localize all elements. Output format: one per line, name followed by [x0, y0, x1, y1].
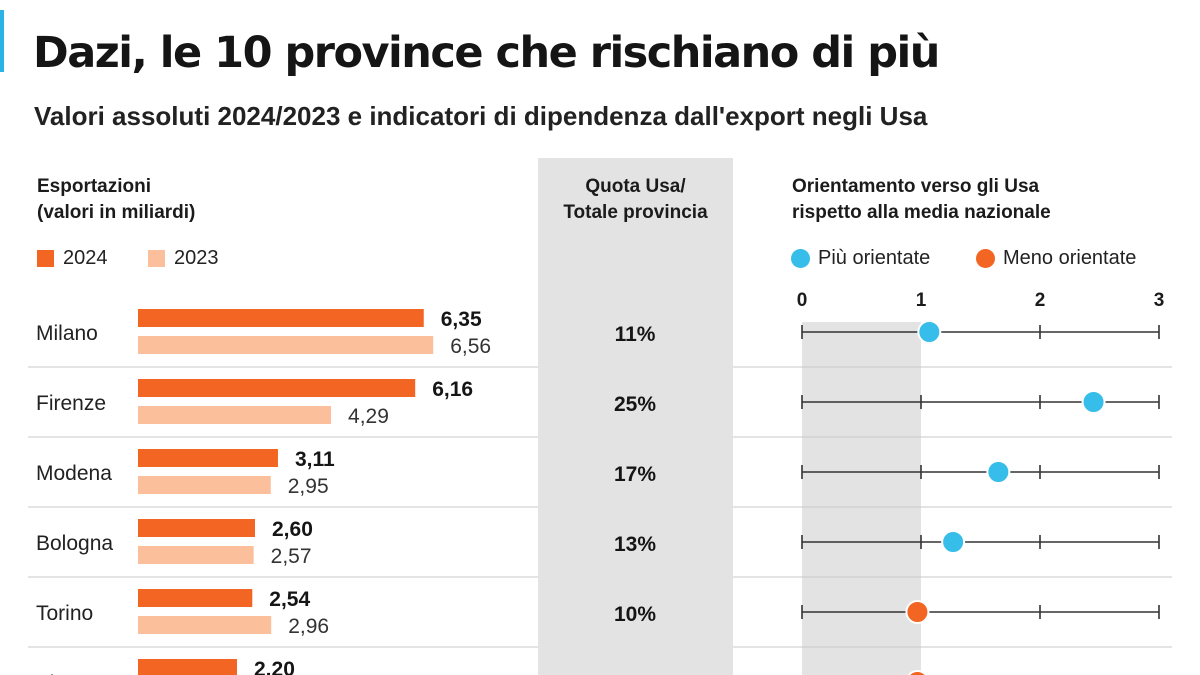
value-label-2024: 3,11 [295, 448, 335, 471]
legend-2024: 2024 [37, 247, 108, 270]
axis-tick-label: 3 [1154, 290, 1165, 311]
province-label: Bologna [36, 532, 113, 555]
quota-value: 10% [614, 673, 656, 675]
orientation-dot [907, 670, 928, 675]
legend-2024-swatch [37, 250, 54, 267]
orientation-header-line2: rispetto alla media nazionale [792, 202, 1051, 223]
bar-2023 [138, 476, 271, 494]
orientation-dot [905, 600, 930, 624]
province-label: Modena [36, 462, 112, 485]
bar-2024 [138, 589, 253, 607]
quota-value: 10% [614, 603, 656, 626]
quota-value: 11% [615, 323, 656, 346]
quota-value: 17% [614, 463, 656, 486]
value-label-2023: 4,29 [348, 405, 389, 428]
chart-subtitle: Valori assoluti 2024/2023 e indicatori d… [34, 101, 928, 131]
orientation-dot [986, 460, 1011, 484]
legend-less-label: Meno orientate [1003, 247, 1137, 269]
quota-column-band [538, 158, 733, 675]
legend-more-dot [791, 249, 810, 268]
value-label-2023: 2,96 [288, 615, 329, 638]
legend-more-label: Più orientate [818, 247, 931, 269]
value-label-2024: 2,54 [269, 588, 310, 611]
value-label-2023: 2,57 [271, 545, 312, 568]
legend-2023-label: 2023 [174, 247, 219, 269]
value-label-2024: 2,20 [254, 658, 295, 675]
bar-2024 [138, 519, 255, 537]
orientation-dot [1081, 390, 1106, 414]
chart-title: Dazi, le 10 province che rischiano di pi… [33, 28, 940, 78]
legend-2024-label: 2024 [63, 247, 108, 269]
exports-header: Esportazioni (valori in miliardi) [37, 174, 195, 226]
legend-2023-swatch [148, 250, 165, 267]
bar-2023 [138, 546, 254, 564]
bar-2024 [138, 449, 278, 467]
axis-tick-label: 2 [1035, 290, 1046, 311]
axis-tick-label: 1 [916, 290, 927, 311]
orientation-header: Orientamento verso gli Usa rispetto alla… [792, 174, 1051, 226]
quota-header-line1: Quota Usa/ [585, 176, 686, 197]
bar-2024 [138, 309, 424, 327]
value-label-2024: 6,16 [432, 378, 473, 401]
quota-header: Quota Usa/ Totale provincia [538, 174, 733, 226]
province-label: Vicenza [36, 672, 111, 675]
orientation-header-line1: Orientamento verso gli Usa [792, 176, 1040, 197]
value-label-2024: 6,35 [441, 308, 482, 331]
value-label-2023: 2,95 [288, 475, 329, 498]
value-label-2024: 2,60 [272, 518, 313, 541]
bar-2023 [138, 406, 332, 424]
orientation-dot [917, 320, 942, 344]
legend-2023: 2023 [148, 247, 219, 270]
quota-header-line2: Totale provincia [563, 202, 708, 223]
accent-bar [0, 10, 4, 72]
province-label: Milano [36, 322, 98, 345]
below-average-zone [802, 322, 921, 675]
legend-less-dot [976, 249, 995, 268]
orientation-dot [941, 530, 966, 554]
quota-value: 25% [614, 393, 656, 416]
axis-tick-label: 0 [797, 290, 808, 311]
province-label: Firenze [36, 392, 106, 415]
exports-header-line2: (valori in miliardi) [37, 202, 196, 223]
bar-2023 [138, 616, 272, 634]
value-label-2023: 6,56 [450, 335, 491, 358]
quota-value: 13% [614, 533, 656, 556]
legend-more-oriented: Più orientate [791, 247, 930, 270]
bar-2024 [138, 379, 416, 397]
exports-header-line1: Esportazioni [37, 176, 152, 197]
province-label: Torino [36, 602, 93, 625]
bar-2024 [138, 659, 237, 675]
bar-2023 [138, 336, 434, 354]
legend-less-oriented: Meno orientate [976, 247, 1136, 270]
